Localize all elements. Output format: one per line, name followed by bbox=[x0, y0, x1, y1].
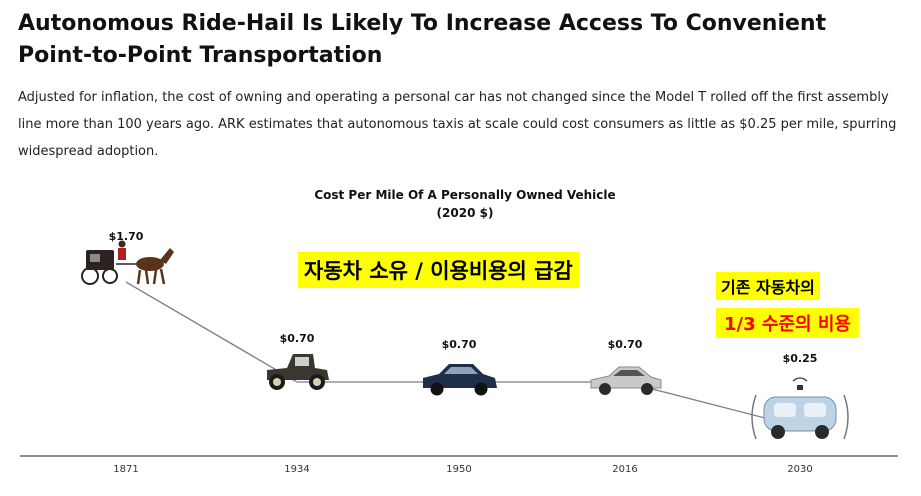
horse-carriage-icon bbox=[81, 240, 174, 285]
callout-main: 자동차 소유 / 이용비용의 급감 bbox=[298, 252, 579, 288]
classic-sedan-icon bbox=[423, 364, 497, 396]
x-tick-label: 1950 bbox=[446, 464, 471, 475]
modern-sedan-icon bbox=[590, 366, 662, 395]
page-headline: Autonomous Ride-Hail Is Likely To Increa… bbox=[18, 11, 827, 68]
x-tick-label: 1871 bbox=[113, 464, 138, 475]
vintage-car-icon bbox=[267, 354, 329, 390]
chart-title: Cost Per Mile Of A Personally Owned Vehi… bbox=[314, 188, 616, 202]
chart-subtitle: (2020 $) bbox=[436, 206, 494, 220]
chart-title-block: Cost Per Mile Of A Personally Owned Vehi… bbox=[240, 186, 690, 222]
data-label: $0.70 bbox=[280, 332, 315, 345]
page-description: Adjusted for inflation, the cost of owni… bbox=[18, 90, 897, 159]
x-tick-label: 1934 bbox=[284, 464, 309, 475]
callout-sub: 기존 자동차의 bbox=[716, 272, 820, 300]
data-label: $1.70 bbox=[109, 230, 144, 243]
autonomous-taxi-icon bbox=[751, 377, 849, 440]
series-line bbox=[125, 281, 801, 428]
x-tick-label: 2016 bbox=[612, 464, 637, 475]
data-label: $0.70 bbox=[608, 338, 643, 351]
callout-highlight: 1/3 수준의 비용 bbox=[716, 308, 859, 338]
data-label: $0.70 bbox=[442, 338, 477, 351]
x-tick-label: 2030 bbox=[787, 464, 812, 475]
data-label: $0.25 bbox=[783, 352, 818, 365]
